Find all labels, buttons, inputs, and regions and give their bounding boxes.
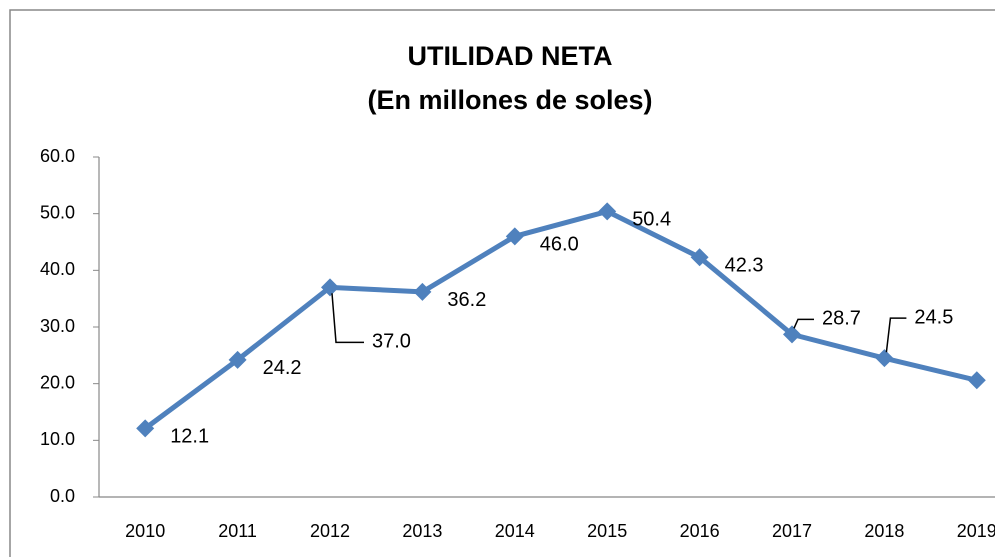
y-tick-label: 60.0 [40,146,75,166]
line [143,208,978,431]
marker [598,202,617,221]
data-label: 28.7 [822,308,861,330]
marker [136,419,155,438]
marker [321,278,339,297]
data-label: 46.0 [540,234,579,256]
y-tick-label: 40.0 [40,259,75,279]
marker [967,371,986,390]
leader-line [331,293,364,344]
y-tick-label: 0.0 [50,486,75,506]
y-tick-label: 20.0 [40,372,75,392]
data-label: 50.4 [632,209,671,231]
x-tick-label: 2012 [310,521,350,541]
leader-line [793,318,814,329]
data-label: 37.0 [372,331,411,353]
x-tick-label: 2014 [495,521,535,541]
y-tick-label: 50.0 [40,202,75,222]
data-label: 12.1 [170,426,209,448]
x-tick-label: 2018 [864,521,904,541]
chart-subtitle: (En millones de soles) [367,85,652,115]
marker [505,227,524,246]
x-tick-label: 2015 [587,521,627,541]
marker [690,248,709,267]
chart-frame [9,9,995,557]
y-tick-label: 30.0 [40,316,75,336]
chart-title: UTILIDAD NETA [408,41,613,71]
marker [875,349,894,368]
data-label: 36.2 [447,289,486,311]
x-tick-label: 2016 [680,521,720,541]
x-tick-label: 2017 [772,521,812,541]
data-label: 42.3 [725,255,764,277]
x-tick-label: 2011 [218,521,257,541]
x-tick-label: 2010 [125,521,165,541]
x-tick-label: 2019 [957,521,995,541]
data-label: 24.2 [263,357,302,379]
marker [228,350,247,369]
leader-line [885,317,907,353]
x-tick-label: 2013 [402,521,442,541]
y-tick-label: 10.0 [40,429,75,449]
data-label: 24.5 [914,306,953,328]
marker [783,325,801,344]
marker [413,282,432,301]
